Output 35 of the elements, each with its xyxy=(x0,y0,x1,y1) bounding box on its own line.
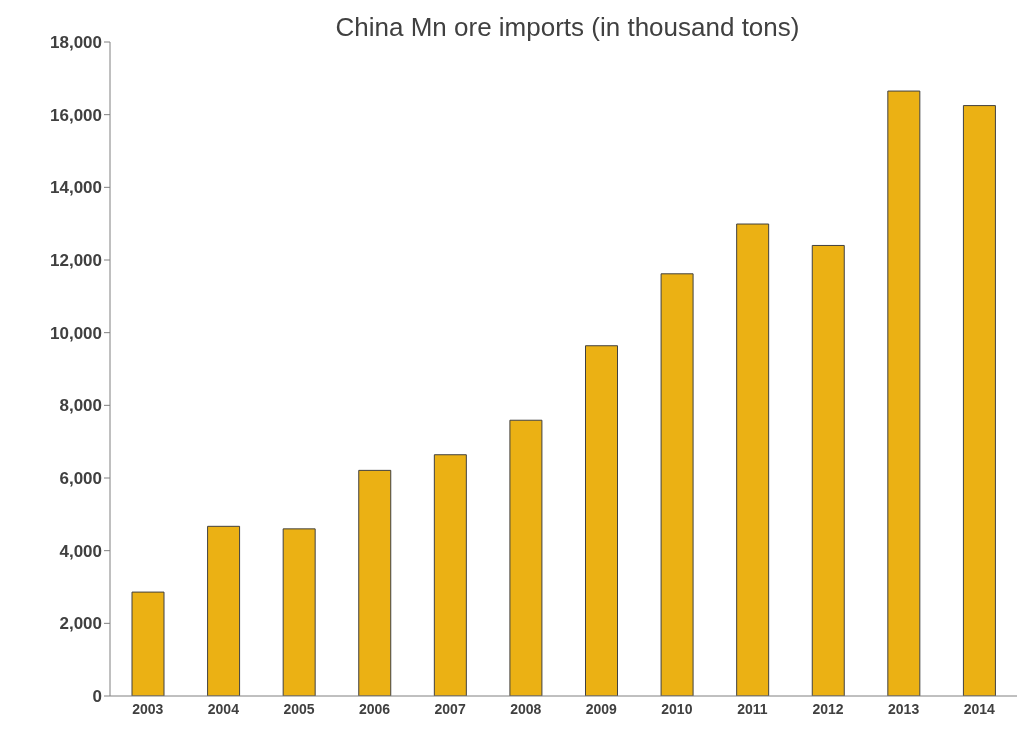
bar xyxy=(433,454,467,696)
y-tick-label: 8,000 xyxy=(59,396,102,416)
y-tick-label: 4,000 xyxy=(59,541,102,561)
y-tick-label: 0 xyxy=(92,687,102,707)
y-tick-label: 2,000 xyxy=(59,614,102,634)
x-tick-label: 2014 xyxy=(963,700,995,717)
x-tick-label: 2005 xyxy=(283,700,315,717)
x-tick-label: 2006 xyxy=(358,700,391,717)
x-tick-label: 2004 xyxy=(207,700,240,717)
y-tick-label: 18,000 xyxy=(50,33,102,53)
x-tick-label: 2009 xyxy=(585,700,618,717)
x-tick-label: 2008 xyxy=(510,700,542,717)
bar xyxy=(131,591,165,696)
bar xyxy=(358,469,392,696)
y-tick-label: 6,000 xyxy=(59,469,102,489)
x-tick-label: 2007 xyxy=(434,700,466,717)
chart-title: China Mn ore imports (in thousand tons) xyxy=(334,12,801,43)
bar xyxy=(207,525,241,696)
x-tick-label: 2003 xyxy=(132,700,164,717)
y-tick-label: 10,000 xyxy=(50,323,102,343)
x-tick-label: 2010 xyxy=(661,700,693,717)
bar xyxy=(282,528,316,696)
bar xyxy=(736,223,770,696)
bar xyxy=(509,419,543,696)
x-tick-label: 2012 xyxy=(812,700,844,717)
bar xyxy=(887,90,921,696)
bar xyxy=(585,345,618,696)
bar xyxy=(660,273,694,696)
bar xyxy=(811,244,845,696)
y-tick-label: 12,000 xyxy=(50,251,102,271)
x-tick-label: 2011 xyxy=(737,700,768,717)
x-tick-label: 2013 xyxy=(888,700,920,717)
bar xyxy=(962,105,996,696)
y-tick-label: 16,000 xyxy=(50,105,102,125)
y-tick-label: 14,000 xyxy=(50,178,102,198)
